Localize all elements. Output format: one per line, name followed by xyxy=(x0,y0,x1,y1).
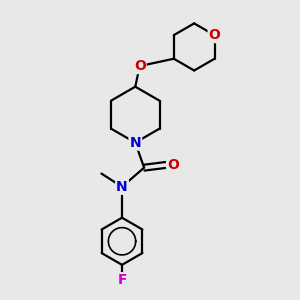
Text: O: O xyxy=(134,59,146,73)
Text: F: F xyxy=(117,273,127,287)
Text: N: N xyxy=(116,180,128,194)
Text: O: O xyxy=(208,28,220,42)
Text: N: N xyxy=(130,136,141,150)
Text: O: O xyxy=(167,158,179,172)
